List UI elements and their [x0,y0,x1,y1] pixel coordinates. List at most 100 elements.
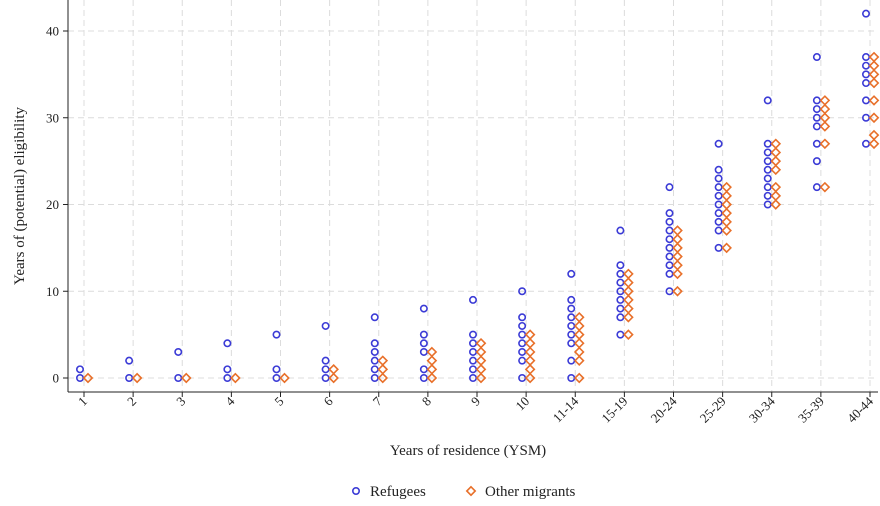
other-migrants-point [868,77,880,89]
other-migrants-point [819,112,831,124]
refugees-point [272,365,281,374]
other-migrants-point [524,355,536,366]
refugees-point [616,226,625,235]
other-migrants-point [770,147,782,158]
other-migrants-point [623,268,634,280]
refugees-point [419,339,428,348]
other-migrants-point [819,138,831,150]
refugees-point [223,365,232,374]
other-migrants-point [573,311,585,323]
other-migrants-point [573,346,585,358]
other-migrants-point [868,69,880,80]
other-migrants-point [721,199,732,210]
other-migrants-point [868,51,880,63]
y-axis-title: Years of (potential) eligibility [12,106,28,285]
other-migrants-point [721,216,732,228]
other-migrants-point [672,233,683,245]
other-migrants-point [475,363,487,375]
other-migrants-point [573,329,585,340]
legend-refugees-marker [351,486,360,495]
refugees-point [567,269,576,278]
refugees-point [861,9,870,18]
other-migrants-point [623,294,634,306]
other-migrants-point [573,372,585,384]
other-migrants-point [819,95,831,106]
other-migrants-point [770,199,782,210]
refugees-point [567,304,576,313]
refugees-point [714,174,723,183]
other-migrants-point [426,346,438,358]
refugees-point [518,321,527,330]
other-migrants-point [672,268,683,280]
other-migrants-point [721,242,732,254]
refugees-point [763,174,772,183]
other-migrants-point [819,103,831,115]
other-migrants-point [475,355,487,366]
other-migrants-point [426,355,438,366]
other-migrants-point [819,181,831,193]
other-migrants-point [868,129,880,141]
refugees-point [370,339,379,348]
refugees-point [714,165,723,174]
x-axis-title: Years of residence (YSM) [390,443,546,459]
legend-refugees-label: Refugees [370,484,426,500]
other-migrants-point [819,121,831,132]
other-migrants-point [180,372,192,384]
other-migrants-point [721,225,732,236]
other-migrants-point [672,259,683,271]
other-migrants-point [475,337,487,349]
other-migrants-point [623,303,634,314]
refugees-point [419,330,428,339]
refugees-point [125,356,134,365]
other-migrants-point [770,181,782,193]
refugees-point [665,209,674,218]
refugees-point [223,339,232,348]
other-migrants-point [524,372,536,384]
other-migrants-point [770,190,782,202]
other-migrants-point [770,164,782,176]
other-migrants-point [721,207,732,219]
other-migrants-point [770,155,782,167]
refugees-point [370,347,379,356]
other-migrants-point [524,346,536,358]
other-migrants-point [770,138,782,150]
refugees-point [518,313,527,322]
other-migrants-point [328,372,339,384]
other-migrants-point [868,60,880,72]
refugees-point [468,295,477,304]
refugees-point [370,313,379,322]
other-migrants-point [377,363,389,375]
grid-lines [68,0,878,392]
refugees-point [567,295,576,304]
y-tick-label: 40 [46,24,59,39]
other-migrants-point [623,329,634,340]
other-migrants-point [131,372,143,384]
other-migrants-point [868,112,880,124]
refugees-point [616,261,625,270]
other-migrants-point [230,372,241,384]
y-tick-label: 0 [53,371,60,386]
other-migrants-point [672,242,683,254]
other-migrants-point [426,372,438,384]
refugees-point [321,356,330,365]
refugees-point [763,96,772,105]
y-tick-label: 20 [46,197,59,212]
other-migrants-point [721,181,732,193]
other-migrants-point [573,320,585,332]
other-migrants-point [672,225,683,236]
other-migrants-point [623,277,634,288]
other-migrants-point [426,363,438,375]
refugees-point [714,139,723,148]
refugees-point [518,287,527,296]
other-migrants-point [623,311,634,323]
refugees-point [321,321,330,330]
other-migrants-point [524,337,536,349]
refugees-point [272,330,281,339]
legend-other-migrants-label: Other migrants [485,484,576,500]
other-migrants-point [524,363,536,375]
refugees-point [468,330,477,339]
other-migrants-point [377,372,389,384]
refugees-point [812,53,821,62]
other-migrants-point [868,95,880,106]
